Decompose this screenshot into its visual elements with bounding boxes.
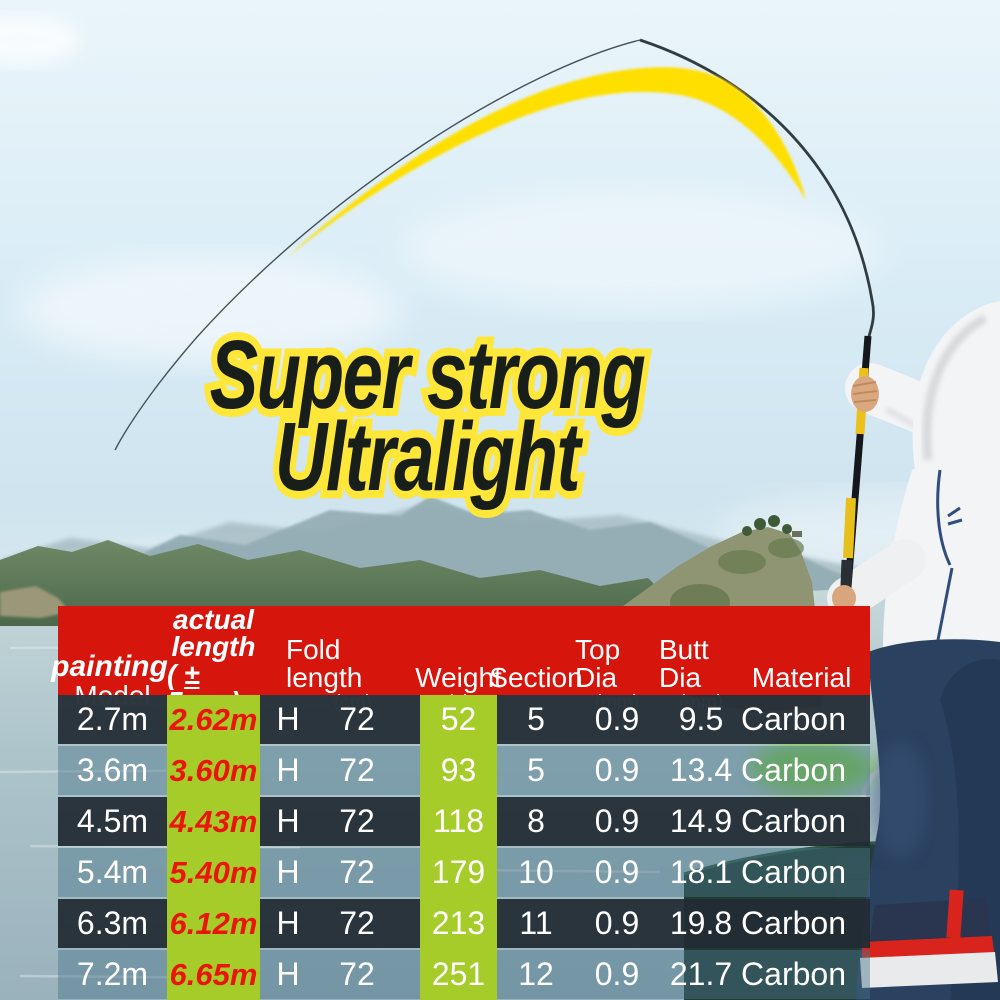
cell-weight: 179: [431, 854, 486, 890]
cell-butt-dia: 21.7: [659, 950, 743, 999]
table-row: 6.3m 6.12m H 72 213 11 0.9 19.8 Carbon: [58, 899, 870, 948]
actual-length-highlight-column: [167, 695, 260, 1000]
cell-butt-dia: 13.4: [659, 746, 743, 795]
cell-type: H: [260, 848, 316, 897]
cell-material: Carbon: [741, 899, 870, 948]
cell-fold-length: 72: [316, 797, 420, 846]
cell-fold-length: 72: [316, 695, 420, 744]
cliff-trees: [742, 515, 802, 537]
table-row: 3.6m 3.60m H 72 93 5 0.9 13.4 Carbon: [58, 746, 870, 795]
lower-hand: [832, 585, 856, 611]
cell-type: H: [260, 746, 316, 795]
cell-material: Carbon: [741, 848, 870, 897]
cell-actual-length: 3.60m: [169, 752, 258, 788]
cell-butt-dia: 19.8: [659, 899, 743, 948]
cell-section: 12: [497, 950, 575, 999]
table-row: 7.2m 6.65m H 72 251 12 0.9 21.7 Carbon: [58, 950, 870, 999]
angler: [827, 301, 1000, 1000]
hand-fingers: [852, 381, 878, 403]
cell-model: 4.5m: [58, 797, 167, 846]
cell-weight: 52: [440, 701, 477, 737]
cell-top-dia: 0.9: [575, 746, 659, 795]
spec-table: painting Model actual length ( ± 5cm ) F…: [51, 604, 870, 1000]
knee-highlight: [872, 742, 928, 858]
cell-butt-dia: 9.5: [659, 695, 743, 744]
fishing-line: [114, 39, 641, 451]
cell-material: Carbon: [741, 695, 870, 744]
cell-model: 3.6m: [58, 746, 167, 795]
cell-fold-length: 72: [316, 899, 420, 948]
cell-top-dia: 0.9: [575, 695, 659, 744]
cell-weight: 213: [431, 905, 486, 941]
cell-butt-dia: 14.9: [659, 797, 743, 846]
jacket-trim: [936, 469, 963, 641]
shoreline: [0, 586, 70, 618]
cell-type: H: [260, 797, 316, 846]
cell-fold-length: 72: [316, 848, 420, 897]
cell-type: H: [260, 695, 316, 744]
cell-section: 5: [497, 695, 575, 744]
fishing-rod: [114, 38, 879, 613]
cell-model: 6.3m: [58, 899, 167, 948]
rod-grip-yellow-2: [843, 497, 856, 559]
spec-table-header: painting Model actual length ( ± 5cm ) F…: [51, 604, 870, 716]
cell-actual-length: 6.65m: [169, 956, 258, 992]
rod-highlight-swoosh: [286, 67, 806, 259]
cell-section: 11: [497, 899, 575, 948]
cell-section: 8: [497, 797, 575, 846]
table-row: 4.5m 4.43m H 72 118 8 0.9 14.9 Carbon: [58, 797, 870, 846]
cell-top-dia: 0.9: [575, 899, 659, 948]
cell-material: Carbon: [741, 746, 870, 795]
header-section: Section: [489, 662, 583, 694]
cell-actual-length: 5.40m: [169, 854, 258, 890]
cell-type: H: [260, 950, 316, 999]
cell-section: 10: [497, 848, 575, 897]
cell-section: 5: [497, 746, 575, 795]
header-actual-line2: length: [171, 631, 256, 663]
cell-type: H: [260, 899, 316, 948]
jacket-sleeve-lower: [827, 539, 926, 619]
table-row: 2.7m 2.62m H 72 52 5 0.9 9.5 Carbon: [58, 695, 870, 744]
cell-actual-length: 4.43m: [169, 803, 258, 839]
cell-weight: 93: [440, 752, 477, 788]
cell-material: Carbon: [741, 797, 870, 846]
plus-minus-sign: ±: [184, 658, 200, 690]
cell-actual-length: 6.12m: [169, 905, 258, 941]
cell-weight: 118: [432, 803, 484, 839]
weight-highlight-column: [420, 695, 497, 1000]
cell-top-dia: 0.9: [575, 797, 659, 846]
cell-actual-length: 2.62m: [169, 701, 258, 737]
cell-material: Carbon: [741, 950, 870, 999]
green-hills: [0, 540, 662, 626]
cell-model: 2.7m: [58, 695, 167, 744]
header-model-top: painting: [51, 649, 168, 683]
rod-blank-arc: [639, 38, 875, 341]
table-row: 5.4m 5.40m H 72 179 10 0.9 18.1 Carbon: [58, 848, 870, 897]
cell-butt-dia: 18.1: [659, 848, 743, 897]
cell-weight: 251: [431, 956, 486, 992]
cell-top-dia: 0.9: [575, 848, 659, 897]
green-gear-glow: [750, 742, 874, 794]
cell-top-dia: 0.9: [575, 950, 659, 999]
spec-table-body: 2.7m 2.62m H 72 52 5 0.9 9.5 Carbon 3.6m…: [58, 695, 870, 1000]
cell-model: 5.4m: [58, 848, 167, 897]
hood-shade: [922, 314, 988, 461]
cell-fold-length: 72: [316, 950, 420, 999]
sneaker: [860, 889, 998, 988]
cell-model: 7.2m: [58, 950, 167, 999]
header-actual-line1: actual: [173, 604, 254, 635]
cell-fold-length: 72: [316, 746, 420, 795]
header-material: Material: [751, 662, 852, 694]
